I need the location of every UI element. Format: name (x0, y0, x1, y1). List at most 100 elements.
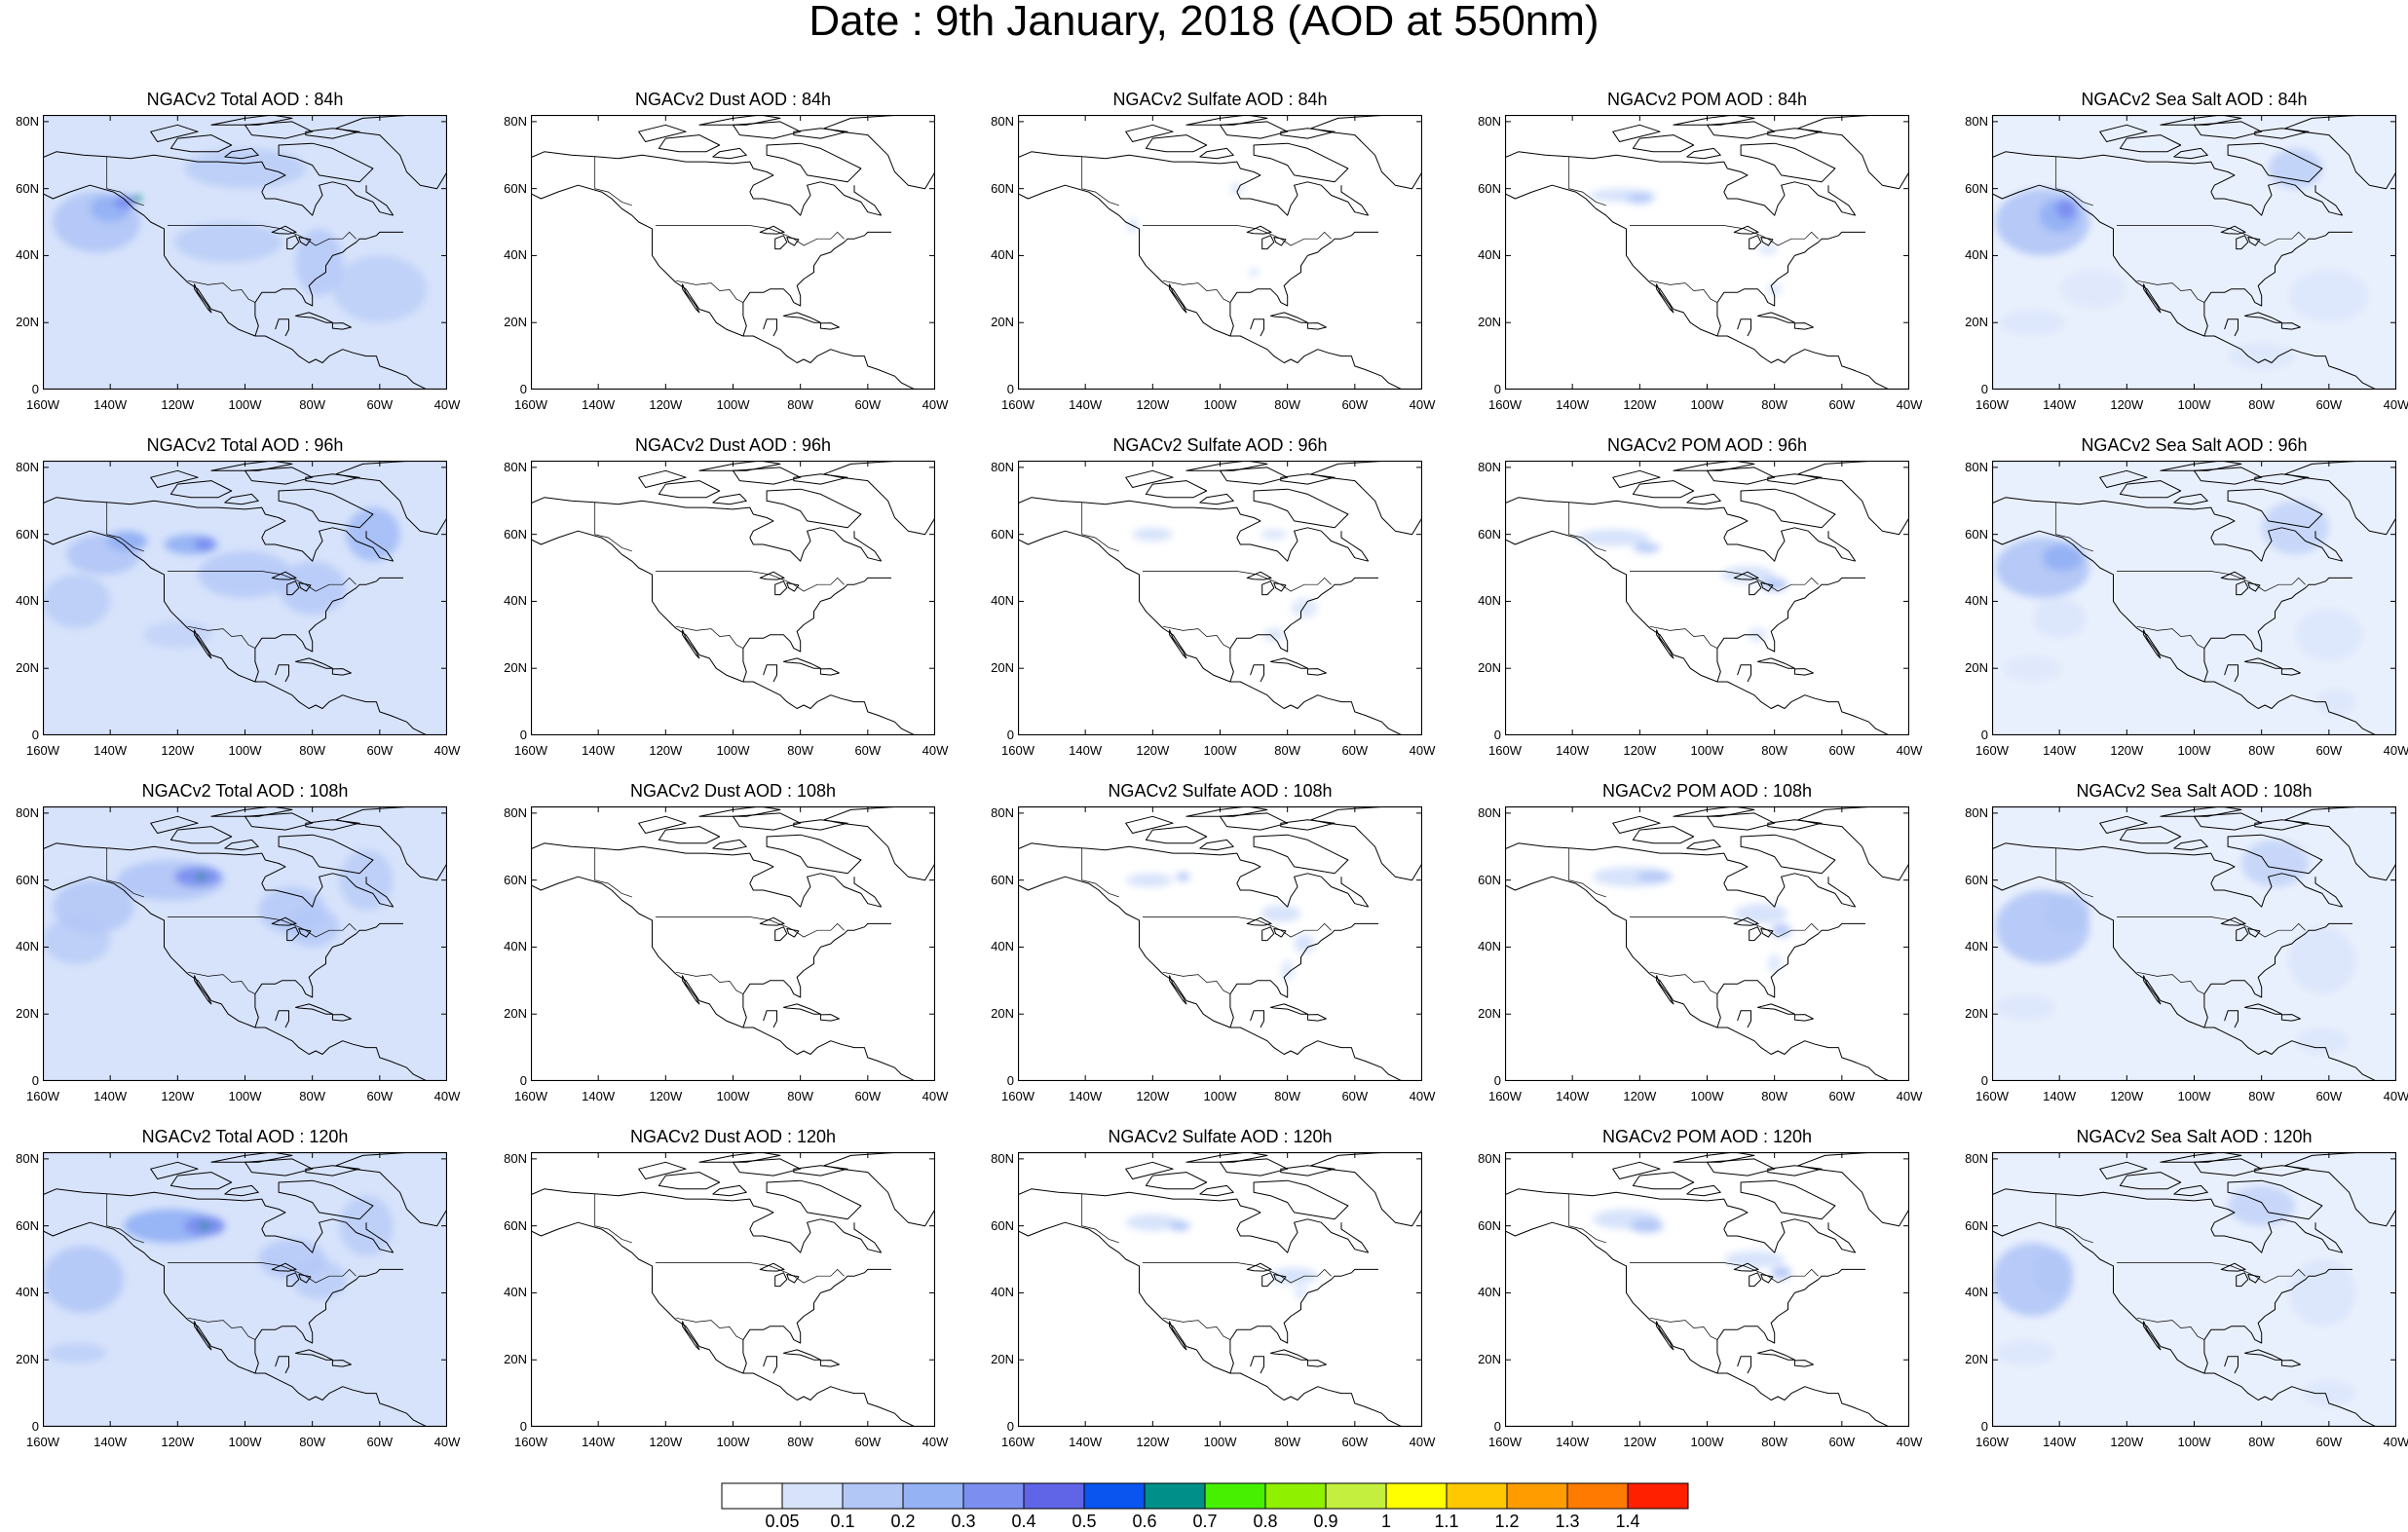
lat-tick-label: 20N (991, 660, 1014, 676)
lon-tick-label: 40W (2383, 1435, 2408, 1449)
lon-tick-label: 120W (649, 397, 683, 412)
aod-map (43, 1152, 447, 1427)
lat-tick-label: 60N (16, 526, 39, 542)
lon-tick-label: 120W (649, 743, 683, 758)
aod-plume (43, 1246, 124, 1314)
lat-tick-label: 0 (31, 1073, 39, 1088)
lat-tick-label: 60N (991, 872, 1014, 887)
aod-plume (1771, 1265, 1791, 1280)
borders (1081, 503, 1332, 649)
aod-plume (1291, 598, 1318, 618)
lon-tick-label: 120W (2110, 1435, 2144, 1449)
lon-tick-label: 160W (514, 1089, 547, 1103)
lat-tick-label: 40N (1965, 1285, 1988, 1300)
lon-tick-label: 160W (1975, 397, 2009, 412)
colorbar-tick-label: 0.1 (830, 1512, 855, 1531)
lon-tick-label: 120W (1623, 743, 1657, 758)
lat-tick-label: 20N (16, 1006, 39, 1022)
lat-tick-label: 20N (16, 1352, 39, 1367)
aod-plume (1734, 903, 1788, 924)
aod-plume (1633, 542, 1661, 553)
aod-map (1018, 461, 1422, 735)
lat-tick-label: 80N (504, 113, 527, 129)
lat-tick-label: 20N (16, 660, 39, 676)
panel-title: NGACv2 Sulfate AOD : 108h (1108, 781, 1333, 801)
lon-tick-label: 160W (1488, 743, 1522, 758)
colorbar-swatch (1204, 1482, 1266, 1510)
lat-tick-label: 40N (1965, 939, 1988, 954)
lon-tick-label: 140W (1069, 1089, 1103, 1103)
aod-map (1505, 1152, 1909, 1427)
lon-tick-label: 100W (2177, 1435, 2211, 1449)
lat-tick-label: 40N (1478, 247, 1501, 263)
lat-tick-label: 60N (16, 180, 39, 196)
colorbar-tick-label: 0.2 (890, 1512, 916, 1531)
borders (1081, 157, 1332, 303)
coastlines (531, 1152, 935, 1427)
lon-tick-label: 80W (2248, 1089, 2276, 1103)
lon-tick-label: 160W (26, 1435, 59, 1449)
lon-tick-label: 100W (2177, 1089, 2211, 1103)
aod-map (531, 1152, 935, 1427)
lat-tick-label: 0 (1493, 728, 1501, 742)
lat-tick-label: 0 (1493, 382, 1501, 396)
colorbar-swatch (1264, 1482, 1327, 1510)
aod-map (1018, 1152, 1422, 1427)
panel-title: NGACv2 Sulfate AOD : 84h (1112, 90, 1328, 109)
lat-tick-label: 80N (991, 804, 1014, 820)
lon-tick-label: 160W (1975, 1435, 2009, 1449)
lon-tick-label: 60W (854, 1435, 882, 1449)
borders (106, 503, 357, 649)
lat-tick-label: 60N (1965, 1217, 1988, 1233)
aod-map (531, 461, 935, 735)
aod-plume (1125, 1214, 1180, 1231)
lat-tick-label: 80N (1965, 113, 1988, 129)
lat-tick-label: 60N (504, 180, 527, 196)
lon-tick-label: 40W (2383, 743, 2408, 758)
aod-plume (43, 916, 111, 964)
lon-tick-label: 140W (2043, 1089, 2077, 1103)
lon-tick-label: 140W (2043, 1435, 2077, 1449)
aod-plume (285, 907, 340, 948)
lon-tick-label: 40W (1409, 397, 1436, 412)
panel-title: NGACv2 Sea Salt AOD : 84h (2081, 90, 2308, 109)
coastlines (531, 806, 935, 1081)
borders (106, 1194, 357, 1340)
lat-tick-label: 20N (1965, 1006, 1988, 1022)
panel-title: NGACv2 Total AOD : 120h (141, 1127, 349, 1146)
aod-map (1992, 1152, 2396, 1427)
lon-tick-label: 80W (1761, 397, 1788, 412)
aod-plume (1294, 933, 1315, 954)
aod-background-field (43, 806, 447, 1081)
aod-plume (43, 574, 111, 628)
lat-tick-label: 20N (1478, 315, 1501, 330)
aod-plume (132, 195, 141, 203)
panel-title: NGACv2 Sea Salt AOD : 108h (2076, 781, 2313, 801)
lon-tick-label: 60W (2315, 1089, 2343, 1103)
lon-tick-label: 100W (716, 1435, 750, 1449)
lon-tick-label: 40W (433, 397, 461, 412)
aod-plume (2228, 342, 2296, 370)
lat-tick-label: 40N (504, 1285, 527, 1300)
lon-tick-label: 120W (2110, 743, 2144, 758)
lon-tick-label: 40W (1896, 1435, 1923, 1449)
lat-tick-label: 20N (991, 1352, 1014, 1367)
lon-tick-label: 80W (2248, 1435, 2276, 1449)
lat-tick-label: 40N (504, 247, 527, 263)
lat-tick-label: 60N (991, 1217, 1014, 1233)
aod-plume (279, 561, 347, 616)
aod-plume (2240, 840, 2310, 887)
lat-tick-label: 60N (1965, 180, 1988, 196)
lat-tick-label: 0 (31, 382, 39, 396)
aod-plume (1132, 527, 1174, 542)
lon-tick-label: 80W (1274, 1089, 1301, 1103)
coastlines (1018, 461, 1422, 735)
lat-tick-label: 20N (1478, 1352, 1501, 1367)
lat-tick-label: 0 (1980, 382, 1988, 396)
panel-title: NGACv2 POM AOD : 96h (1606, 435, 1808, 455)
coastlines (1992, 1152, 2396, 1427)
aod-plume (1575, 529, 1650, 546)
lon-tick-label: 40W (1409, 1089, 1436, 1103)
coastlines (1992, 806, 2396, 1081)
